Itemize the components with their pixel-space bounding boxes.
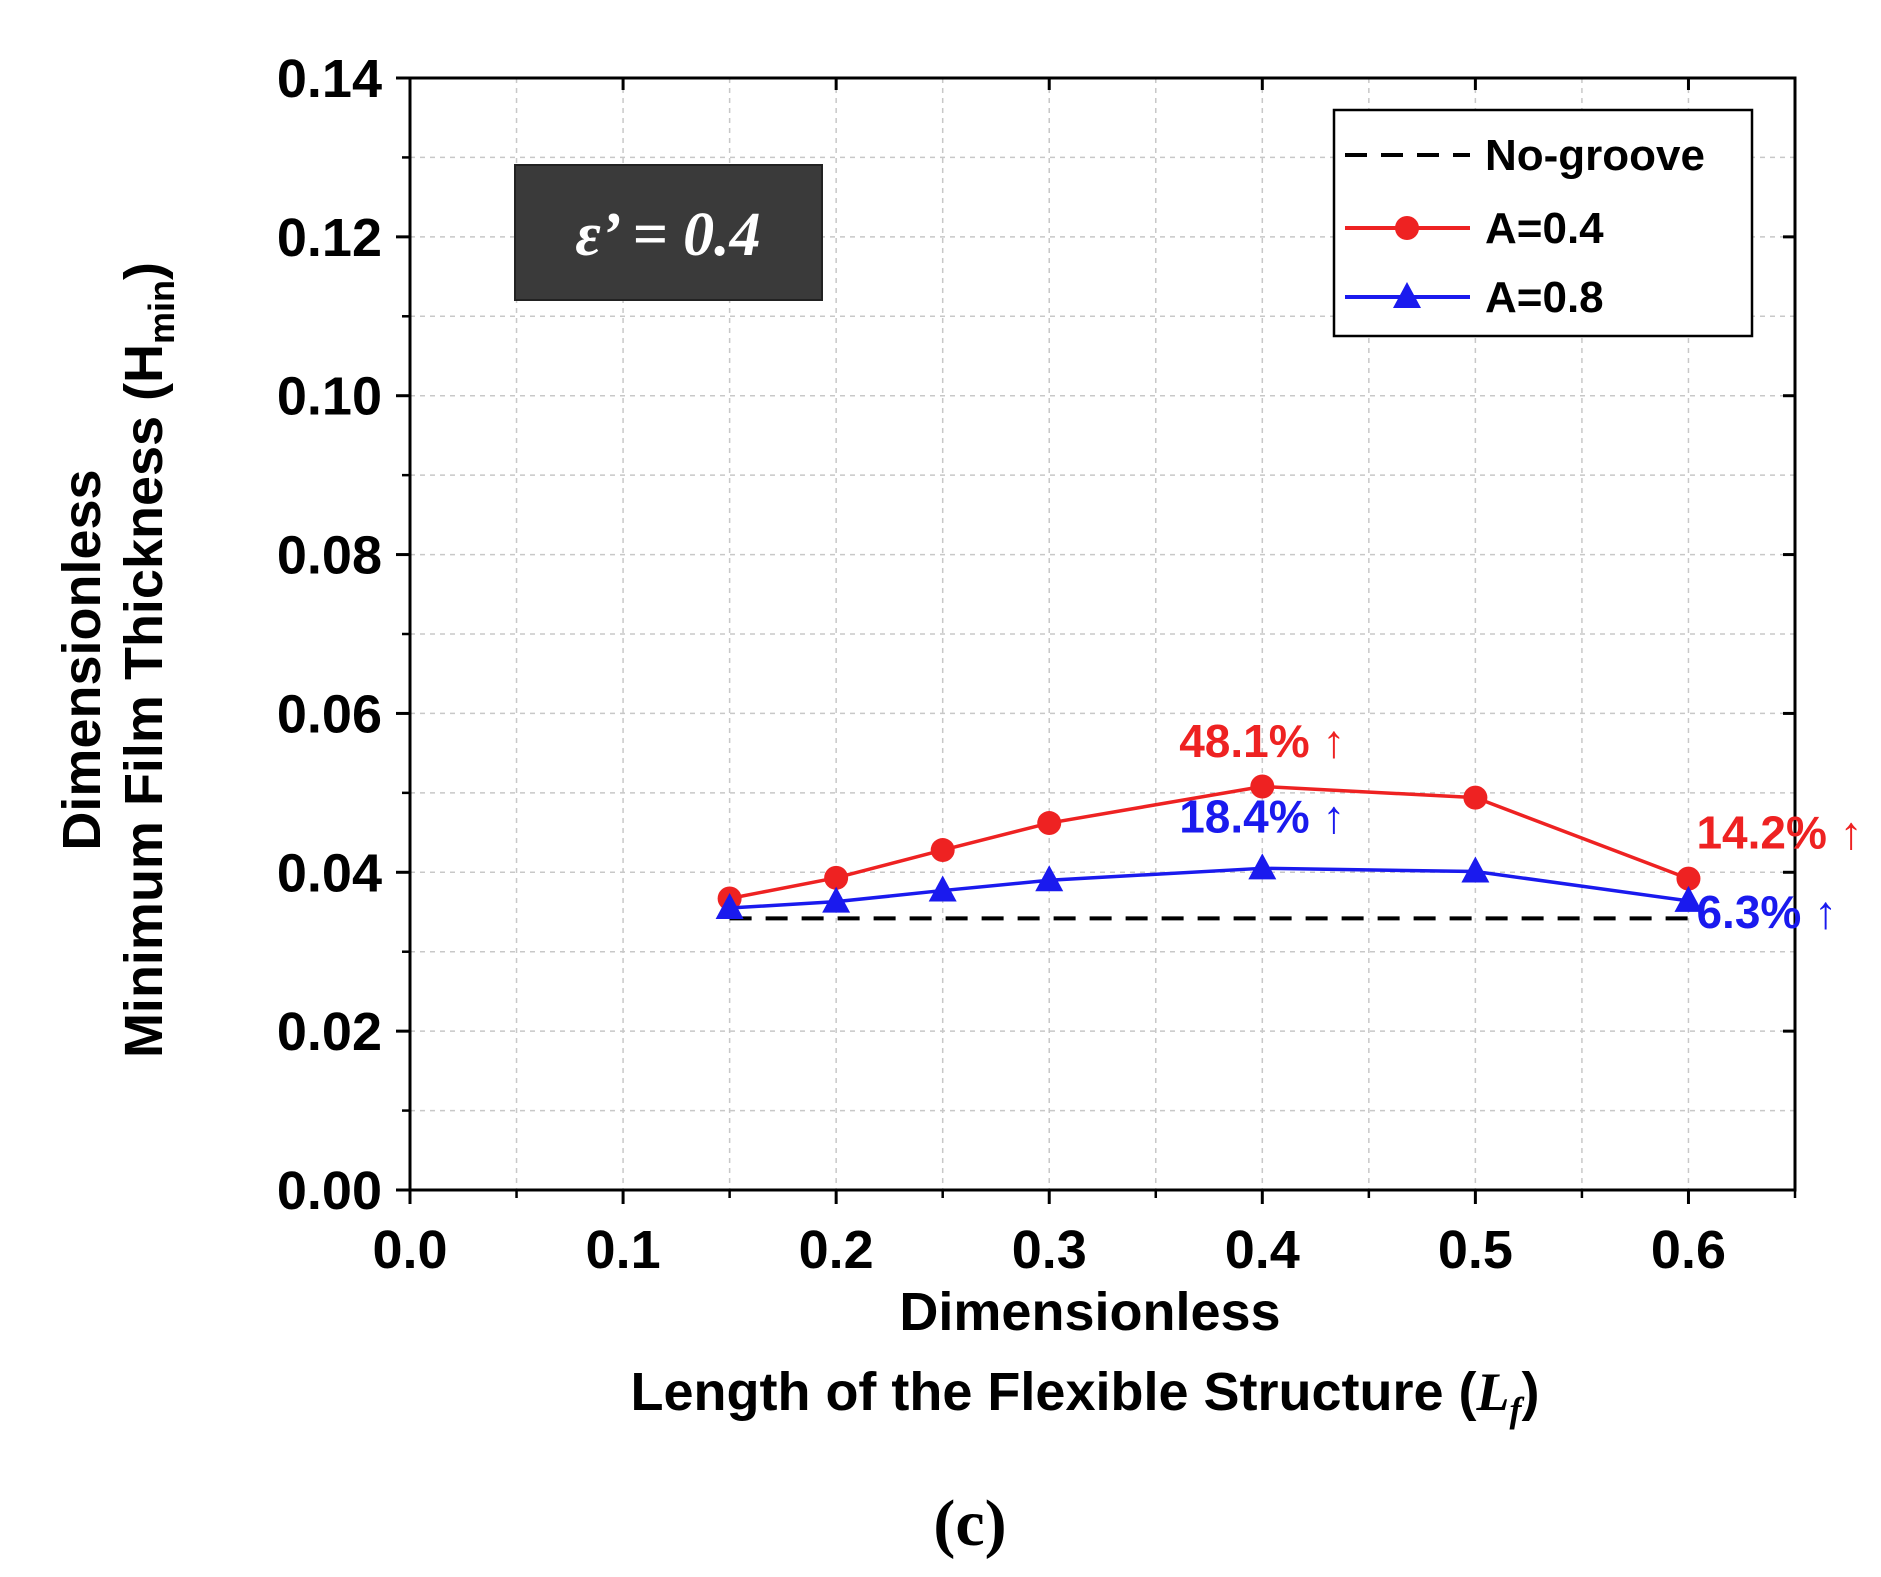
x-tick-label: 0.0 bbox=[372, 1220, 447, 1280]
data-label: 14.2% ↑ bbox=[1696, 806, 1862, 858]
data-point bbox=[715, 893, 744, 920]
data-point bbox=[1037, 811, 1062, 836]
parameter-box: ε’ = 0.4 bbox=[514, 164, 823, 301]
series-line bbox=[729, 866, 1689, 910]
data-point bbox=[928, 875, 957, 902]
x-axis-title: Dimensionless Length of the Flexible Str… bbox=[630, 1282, 1539, 1430]
y-tick-label: 0.04 bbox=[277, 843, 382, 903]
series-A=0.8 bbox=[715, 853, 1703, 920]
y-tick-label: 0.00 bbox=[277, 1161, 382, 1221]
data-point bbox=[1250, 774, 1275, 799]
y-tick-label: 0.08 bbox=[277, 526, 382, 586]
x-tick-label: 0.6 bbox=[1651, 1220, 1726, 1280]
x-tick-label: 0.1 bbox=[586, 1220, 661, 1280]
y-tick-label: 0.12 bbox=[277, 208, 382, 268]
data-point bbox=[824, 865, 849, 890]
y-tick-label: 0.10 bbox=[277, 367, 382, 427]
x-tick-label: 0.2 bbox=[799, 1220, 874, 1280]
x-tick-label: 0.5 bbox=[1438, 1220, 1513, 1280]
legend-label-no-groove: No-groove bbox=[1485, 131, 1705, 180]
data-point bbox=[1676, 866, 1701, 891]
axis-ticks: 0.0 0.1 0.2 0.3 0.4 0.5 0.6 0.00 0.02 0.04 0.06 0.0… bbox=[277, 49, 1797, 1280]
series-layer bbox=[715, 774, 1703, 921]
data-point bbox=[930, 838, 955, 863]
panel-label: (c) bbox=[933, 1487, 1006, 1560]
x-axis-title-line2: Length of the Flexible Structure (Lf) bbox=[630, 1362, 1539, 1430]
legend: No-groove A=0.4 A=0.8 bbox=[1332, 108, 1754, 338]
y-axis-title: Dimensionless Minimum Film Thickness (Hm… bbox=[52, 262, 182, 1058]
data-point bbox=[1035, 865, 1064, 892]
data-point bbox=[1461, 856, 1490, 883]
data-point bbox=[822, 886, 851, 913]
data-point bbox=[1248, 853, 1277, 880]
data-point bbox=[1463, 785, 1488, 810]
y-tick-label: 0.06 bbox=[277, 684, 382, 744]
x-axis-title-line1: Dimensionless bbox=[899, 1282, 1280, 1342]
y-tick-label: 0.14 bbox=[277, 49, 382, 109]
data-label: 6.3% ↑ bbox=[1696, 886, 1837, 938]
x-tick-label: 0.4 bbox=[1225, 1220, 1300, 1280]
data-label: 18.4% ↑ bbox=[1179, 791, 1345, 843]
data-point bbox=[1674, 885, 1703, 912]
legend-label-a04: A=0.4 bbox=[1485, 204, 1604, 253]
legend-marker-a08 bbox=[1393, 282, 1421, 308]
y-tick-label: 0.02 bbox=[277, 1002, 382, 1062]
parameter-box-label: ε’ = 0.4 bbox=[575, 201, 760, 269]
y-axis-title-line2: Minimum Film Thickness (Hmin) bbox=[114, 262, 182, 1058]
x-tick-label: 0.3 bbox=[1012, 1220, 1087, 1280]
y-axis-title-line1: Dimensionless bbox=[52, 469, 112, 850]
legend-label-a08: A=0.8 bbox=[1485, 273, 1604, 322]
data-label: 48.1% ↑ bbox=[1179, 715, 1345, 767]
legend-marker-a04 bbox=[1395, 216, 1419, 240]
annotations: 48.1% ↑ 18.4% ↑ 14.2% ↑ 6.3% ↑ bbox=[1179, 715, 1862, 938]
